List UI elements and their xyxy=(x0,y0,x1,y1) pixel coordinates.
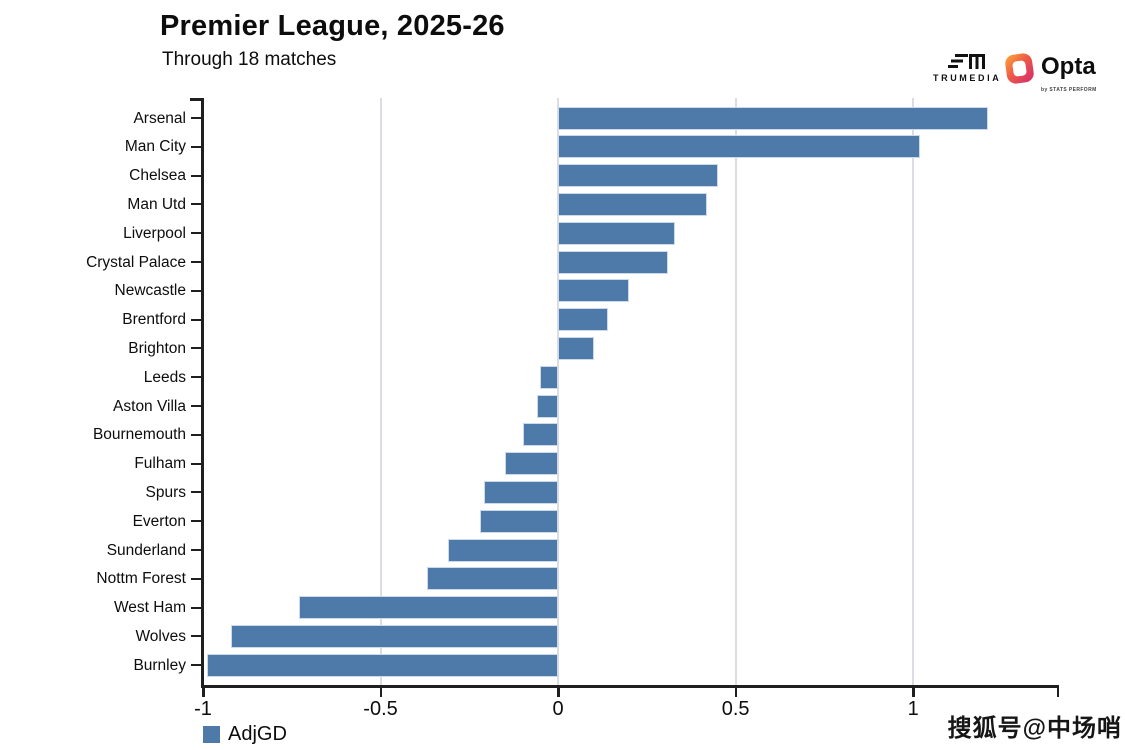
y-axis-end-tick xyxy=(190,98,203,101)
team-label: Fulham xyxy=(134,455,186,473)
team-label: Bournemouth xyxy=(92,426,186,444)
x-tick xyxy=(379,687,383,697)
bar-leeds xyxy=(540,365,559,389)
y-axis xyxy=(201,98,204,687)
team-label: Leeds xyxy=(143,368,186,386)
y-tick xyxy=(191,405,203,407)
y-tick xyxy=(191,606,203,609)
bar-crystal-palace xyxy=(558,250,669,274)
trumedia-logo-icon xyxy=(948,54,985,69)
x-tick-label: 0 xyxy=(552,698,564,720)
team-label: Everton xyxy=(132,512,186,530)
y-tick xyxy=(191,145,203,148)
y-tick xyxy=(191,232,203,235)
team-label: Brentford xyxy=(122,311,186,329)
y-tick xyxy=(191,347,203,350)
bar-west-ham xyxy=(298,596,559,620)
y-tick xyxy=(191,174,203,177)
bar-wolves xyxy=(231,624,559,648)
team-label: Man City xyxy=(124,138,186,156)
bar-burnley xyxy=(206,653,559,677)
x-tick xyxy=(557,687,560,697)
team-label: Sunderland xyxy=(106,541,186,559)
legend: AdjGD xyxy=(203,723,287,746)
chart-title: Premier League, 2025-26 xyxy=(160,10,505,42)
gridline xyxy=(912,98,915,685)
team-label: Brighton xyxy=(128,339,186,357)
opta-logo-subtext: by STATS PERFORM xyxy=(1041,87,1097,93)
bar-brentford xyxy=(558,308,608,332)
opta-logo: Opta by STATS PERFORM xyxy=(1004,52,1097,103)
gridline xyxy=(734,98,737,685)
bar-chelsea xyxy=(558,164,718,188)
team-label: Crystal Palace xyxy=(86,253,186,271)
team-label: Aston Villa xyxy=(113,397,186,415)
y-tick xyxy=(191,117,203,119)
y-tick xyxy=(191,520,203,523)
gridline xyxy=(379,98,382,685)
chart-subtitle: Through 18 matches xyxy=(162,49,337,70)
x-axis xyxy=(201,685,1059,688)
team-label: West Ham xyxy=(113,599,186,617)
trumedia-logo-text: TRUMEDIA xyxy=(933,73,1002,83)
y-tick xyxy=(191,203,203,206)
team-label: Liverpool xyxy=(123,224,186,242)
bar-aston-villa xyxy=(536,394,559,418)
bar-newcastle xyxy=(558,279,630,303)
legend-label: AdjGD xyxy=(228,723,287,745)
y-tick xyxy=(191,318,203,321)
y-tick xyxy=(191,664,203,667)
x-tick xyxy=(734,687,738,697)
y-tick xyxy=(191,549,203,551)
opta-logo-text: Opta by STATS PERFORM xyxy=(1041,54,1097,103)
bar-bournemouth xyxy=(522,423,559,447)
team-label: Nottm Forest xyxy=(96,570,186,588)
x-tick-label: -1 xyxy=(194,698,212,720)
y-tick xyxy=(191,433,203,436)
team-label: Chelsea xyxy=(129,167,186,185)
bar-liverpool xyxy=(558,221,676,245)
opta-logo-icon xyxy=(1004,52,1035,85)
watermark: 搜狐号@中场哨 xyxy=(947,715,1122,742)
team-label: Arsenal xyxy=(133,109,186,127)
y-tick xyxy=(191,261,203,263)
x-axis-end-tick xyxy=(1056,687,1059,697)
y-tick xyxy=(191,289,203,292)
bar-brighton xyxy=(558,336,594,360)
trumedia-logo: TRUMEDIA xyxy=(933,53,1001,83)
gridline xyxy=(557,98,560,685)
team-label: Spurs xyxy=(145,483,187,501)
y-tick xyxy=(191,491,203,494)
bar-nottm-forest xyxy=(426,567,559,591)
x-tick xyxy=(202,687,205,697)
team-label: Burnley xyxy=(133,656,186,674)
y-tick xyxy=(191,462,203,465)
x-tick-label: 0.5 xyxy=(721,698,750,720)
bar-arsenal xyxy=(558,106,988,130)
bar-fulham xyxy=(504,452,559,476)
y-tick xyxy=(191,635,203,638)
team-label: Man Utd xyxy=(127,195,186,213)
x-tick-label: -0.5 xyxy=(363,698,398,720)
team-label: Wolves xyxy=(135,627,186,645)
bar-man-city xyxy=(558,135,921,159)
x-tick-label: 1 xyxy=(907,698,919,720)
y-tick xyxy=(191,376,203,379)
bar-spurs xyxy=(483,480,559,504)
legend-swatch xyxy=(203,726,220,743)
bar-everton xyxy=(479,509,559,533)
y-tick xyxy=(191,577,203,580)
x-tick xyxy=(912,687,915,697)
bar-man-utd xyxy=(558,192,708,216)
team-label: Newcastle xyxy=(114,282,187,300)
bar-sunderland xyxy=(448,538,559,562)
